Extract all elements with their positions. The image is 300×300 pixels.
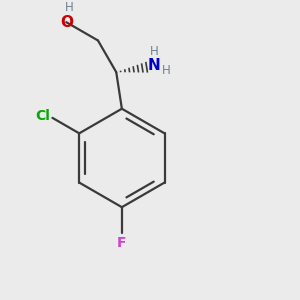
Text: H: H (162, 64, 171, 77)
Text: F: F (117, 236, 127, 250)
Text: Cl: Cl (35, 110, 50, 124)
Text: N: N (147, 58, 160, 73)
Text: H: H (65, 1, 74, 14)
Text: H: H (149, 45, 158, 58)
Text: O: O (60, 15, 73, 30)
